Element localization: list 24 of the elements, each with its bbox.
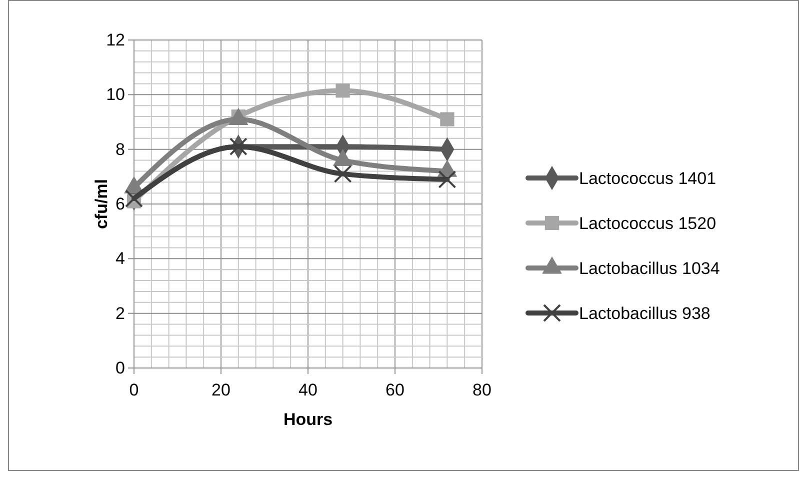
point — [125, 190, 143, 208]
x-tick-label: 80 — [472, 380, 492, 400]
point — [229, 138, 248, 156]
y-tick-label: 2 — [116, 304, 125, 323]
x-axis-title: Hours — [283, 410, 333, 429]
y-tick-label: 8 — [116, 140, 125, 159]
y-tick-label: 0 — [116, 358, 125, 378]
legend-label: Lactobacillus 938 — [579, 304, 710, 323]
point — [440, 112, 454, 126]
point — [438, 170, 456, 188]
y-tick-label: 4 — [116, 249, 125, 268]
legend-label: Lactococcus 1401 — [579, 169, 716, 188]
y-tick-label: 6 — [116, 194, 125, 214]
x-tick-label: 60 — [386, 380, 404, 400]
y-tick-label: 12 — [106, 30, 125, 50]
x-tick-label: 40 — [298, 380, 318, 400]
legend-label: Lactobacillus 1034 — [579, 259, 720, 278]
x-tick-label: 20 — [212, 380, 230, 400]
x-tick-label: 0 — [129, 380, 139, 400]
point — [334, 164, 352, 183]
point — [336, 83, 350, 98]
legend-label: Lactococcus 1520 — [579, 214, 716, 233]
y-tick-label: 10 — [106, 85, 125, 104]
y-axis-title: cfu/ml — [92, 178, 111, 230]
